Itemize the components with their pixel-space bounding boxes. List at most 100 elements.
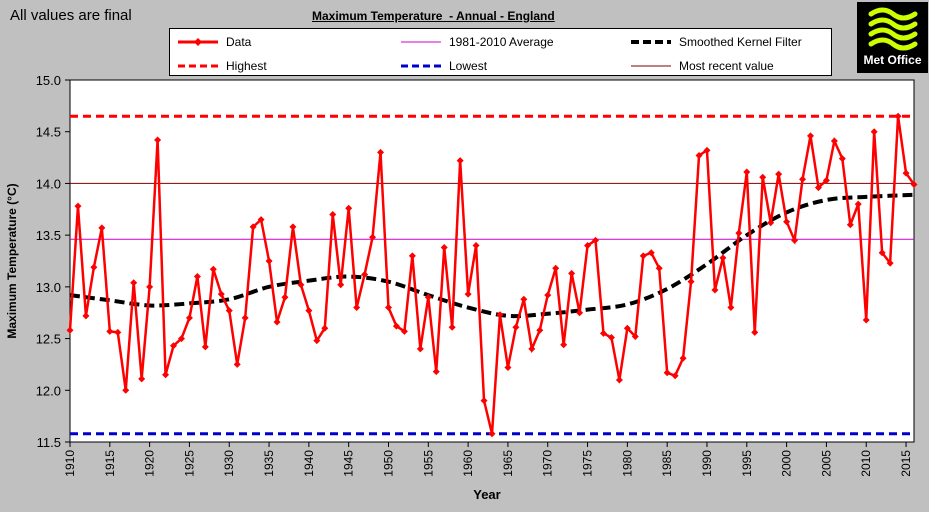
data-point [353, 304, 361, 312]
data-point [496, 311, 504, 319]
data-point [775, 170, 783, 178]
data-point [154, 136, 162, 144]
data-point [313, 337, 321, 345]
data-point [878, 249, 886, 257]
data-point [480, 397, 488, 405]
data-point [345, 204, 353, 212]
data-point [814, 184, 822, 192]
y-tick-label: 12.5 [36, 332, 61, 347]
data-point [799, 175, 807, 183]
data-point [297, 281, 305, 289]
data-point [138, 375, 146, 383]
x-tick-label: 1940 [302, 450, 316, 477]
data-point [185, 314, 193, 322]
x-tick-label: 1985 [660, 450, 674, 477]
data-point [783, 218, 791, 226]
data-point [655, 264, 663, 272]
data-point [751, 328, 759, 336]
data-point [560, 341, 568, 349]
data-point [623, 324, 631, 332]
legend-label-average: 1981-2010 Average [449, 35, 554, 49]
data-point [233, 360, 241, 368]
legend-label-recent: Most recent value [679, 59, 774, 73]
data-point [719, 254, 727, 262]
legend-data-swatch [178, 38, 218, 46]
data-point [193, 273, 201, 281]
data-point [177, 335, 185, 343]
legend-smoothed-swatch [631, 40, 671, 44]
data-point [249, 223, 257, 231]
data-point [592, 236, 600, 244]
data-point [615, 376, 623, 384]
chart-title: Maximum Temperature - Annual - England [312, 9, 555, 23]
data-point [337, 281, 345, 289]
legend-label-lowest: Lowest [449, 59, 488, 73]
data-point [687, 278, 695, 286]
data-point [520, 295, 528, 303]
data-point [894, 112, 902, 120]
data-point [106, 327, 114, 335]
data-point [504, 364, 512, 372]
x-tick-label: 2000 [780, 450, 794, 477]
x-axis-label: Year [473, 487, 500, 502]
data-point [170, 342, 178, 350]
data-point [759, 173, 767, 181]
data-point [98, 224, 106, 232]
x-tick-label: 2005 [819, 450, 833, 477]
x-tick-label: 1925 [182, 450, 196, 477]
data-point [854, 200, 862, 208]
data-point [599, 329, 607, 337]
x-tick-label: 2015 [899, 450, 913, 477]
data-point [727, 304, 735, 312]
data-point [201, 343, 209, 351]
data-point [631, 333, 639, 341]
data-point [377, 148, 385, 156]
data-point [257, 216, 265, 224]
x-tick-label: 1960 [461, 450, 475, 477]
data-point [392, 322, 400, 330]
data-point [146, 283, 154, 291]
x-tick-label: 2010 [859, 450, 873, 477]
data-point [528, 345, 536, 353]
legend-lowest-swatch [401, 64, 441, 68]
plot-area [69, 79, 915, 443]
y-tick-label: 15.0 [36, 73, 61, 88]
data-point [82, 312, 90, 320]
met-office-logo: Met Office [857, 2, 928, 73]
data-point [448, 323, 456, 331]
x-tick-label: 1990 [700, 450, 714, 477]
data-point [902, 169, 910, 177]
data-point [130, 279, 138, 287]
data-point [791, 236, 799, 244]
data-point [90, 263, 98, 271]
data-point [870, 128, 878, 136]
x-tick-label: 1930 [222, 450, 236, 477]
data-point [607, 334, 615, 342]
data-point [273, 318, 281, 326]
legend-average-swatch [401, 41, 441, 43]
legend-label-smoothed: Smoothed Kernel Filter [679, 35, 802, 49]
data-point [472, 241, 480, 249]
data-point [408, 252, 416, 260]
x-tick-label: 1910 [63, 450, 77, 477]
data-point [162, 371, 170, 379]
x-tick-label: 1965 [501, 450, 515, 477]
data-point [552, 264, 560, 272]
data-point [822, 176, 830, 184]
data-point [544, 291, 552, 299]
y-tick-label: 14.0 [36, 176, 61, 191]
data-points [66, 112, 918, 438]
data-point [241, 314, 249, 322]
x-tick-label: 1995 [740, 450, 754, 477]
data-point [639, 252, 647, 260]
data-point [289, 223, 297, 231]
data-point [440, 244, 448, 252]
data-point [767, 219, 775, 227]
status-text: All values are final [10, 7, 132, 24]
data-point [361, 270, 369, 278]
data-point [576, 309, 584, 317]
legend-highest-swatch [178, 64, 218, 68]
legend-label-highest: Highest [226, 59, 267, 73]
data-point [416, 345, 424, 353]
